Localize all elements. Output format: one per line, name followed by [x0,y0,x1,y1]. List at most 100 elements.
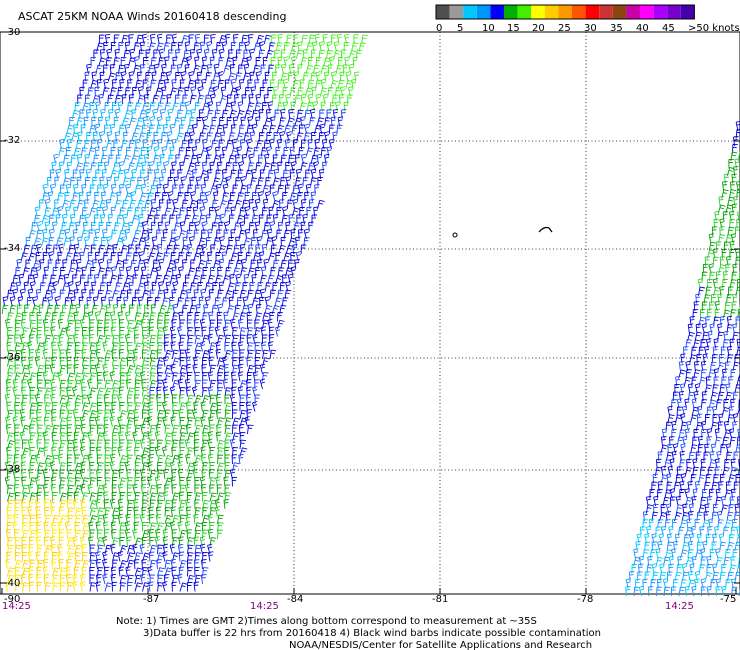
wind-barb [262,349,269,360]
wind-barb [178,408,184,420]
wind-barb [7,484,14,495]
wind-barb [267,341,274,352]
wind-barb [170,506,176,517]
wind-barb [635,540,641,552]
wind-barb [109,274,118,285]
wind-barb [73,364,79,375]
wind-barb [44,506,50,517]
wind-barb [29,432,37,442]
wind-barb [112,289,120,300]
wind-barb [96,476,103,487]
wind-barb [157,319,163,330]
wind-barb [147,169,154,179]
wind-barb [695,451,702,462]
wind-barb [141,559,147,570]
wind-barb [37,469,44,480]
wind-barb [217,514,224,525]
wind-barb [254,342,261,352]
wind-barb [134,312,142,322]
wind-barb [194,334,202,345]
wind-barb [164,424,171,435]
wind-barb [255,162,262,172]
wind-barb [725,481,732,492]
wind-barb [178,252,185,262]
wind-barb [82,402,90,412]
wind-barb [37,462,45,472]
wind-barb [154,536,160,547]
wind-barb [705,338,712,349]
wind-barb [222,274,231,285]
wind-barb [49,461,56,472]
wind-barb [239,409,247,420]
wind-barb [104,102,111,112]
wind-barb [327,64,334,75]
wind-barb [110,169,118,180]
wind-barb [328,138,335,150]
wind-barb [187,162,196,172]
wind-barb [732,421,738,432]
wind-barb [222,123,228,135]
wind-barb [172,454,180,465]
wind-barb [247,342,254,352]
wind-barb [63,154,70,165]
wind-barb [117,513,123,525]
wind-barb [686,518,692,529]
wind-barb [15,281,22,292]
legend-swatch [667,5,681,19]
wind-barb [104,379,112,390]
wind-barb [237,371,244,382]
wind-barb [22,514,29,525]
wind-barb [130,177,137,187]
wind-barb [59,484,65,495]
wind-barb [133,124,142,135]
wind-barb [202,387,209,397]
wind-barb [59,387,67,397]
wind-barb [691,398,698,409]
wind-barb [74,552,82,562]
wind-barb [59,379,67,390]
wind-barb [82,492,90,502]
wind-barb [109,64,116,75]
wind-barb [251,123,257,135]
wind-barb [171,431,177,442]
wind-barb [720,444,727,454]
wind-barb [36,439,42,450]
wind-barb [138,49,145,60]
wind-barb [200,416,206,427]
wind-barb [236,132,245,142]
wind-barb [109,370,115,382]
wind-barb [238,229,246,240]
wind-barb [100,296,107,307]
wind-barb [133,559,140,570]
wind-barb [187,582,193,592]
wind-barb [689,563,695,574]
wind-barb [112,364,120,375]
wind-barb [706,585,712,597]
wind-barb [22,364,30,375]
wind-barb [158,199,165,210]
wind-barb [51,446,57,457]
wind-barb [58,161,65,172]
wind-barb [126,491,133,502]
wind-barb [125,183,131,195]
wind-barb [130,259,138,270]
wind-barb [193,581,200,592]
wind-barb [193,229,200,240]
wind-barb [148,551,155,562]
wind-barb [721,406,730,417]
wind-barb [42,446,49,457]
wind-barb [172,198,178,210]
wind-barb [196,48,202,60]
wind-barb [127,559,135,570]
wind-barb [95,101,101,112]
wind-barb [640,526,646,537]
wind-barb [680,549,688,559]
wind-barb [352,56,359,67]
wind-barb [290,266,296,277]
wind-barb [20,356,27,367]
wind-barb [265,146,272,157]
wind-barb [189,48,196,60]
wind-barb [252,333,258,345]
wind-barb [241,153,247,165]
